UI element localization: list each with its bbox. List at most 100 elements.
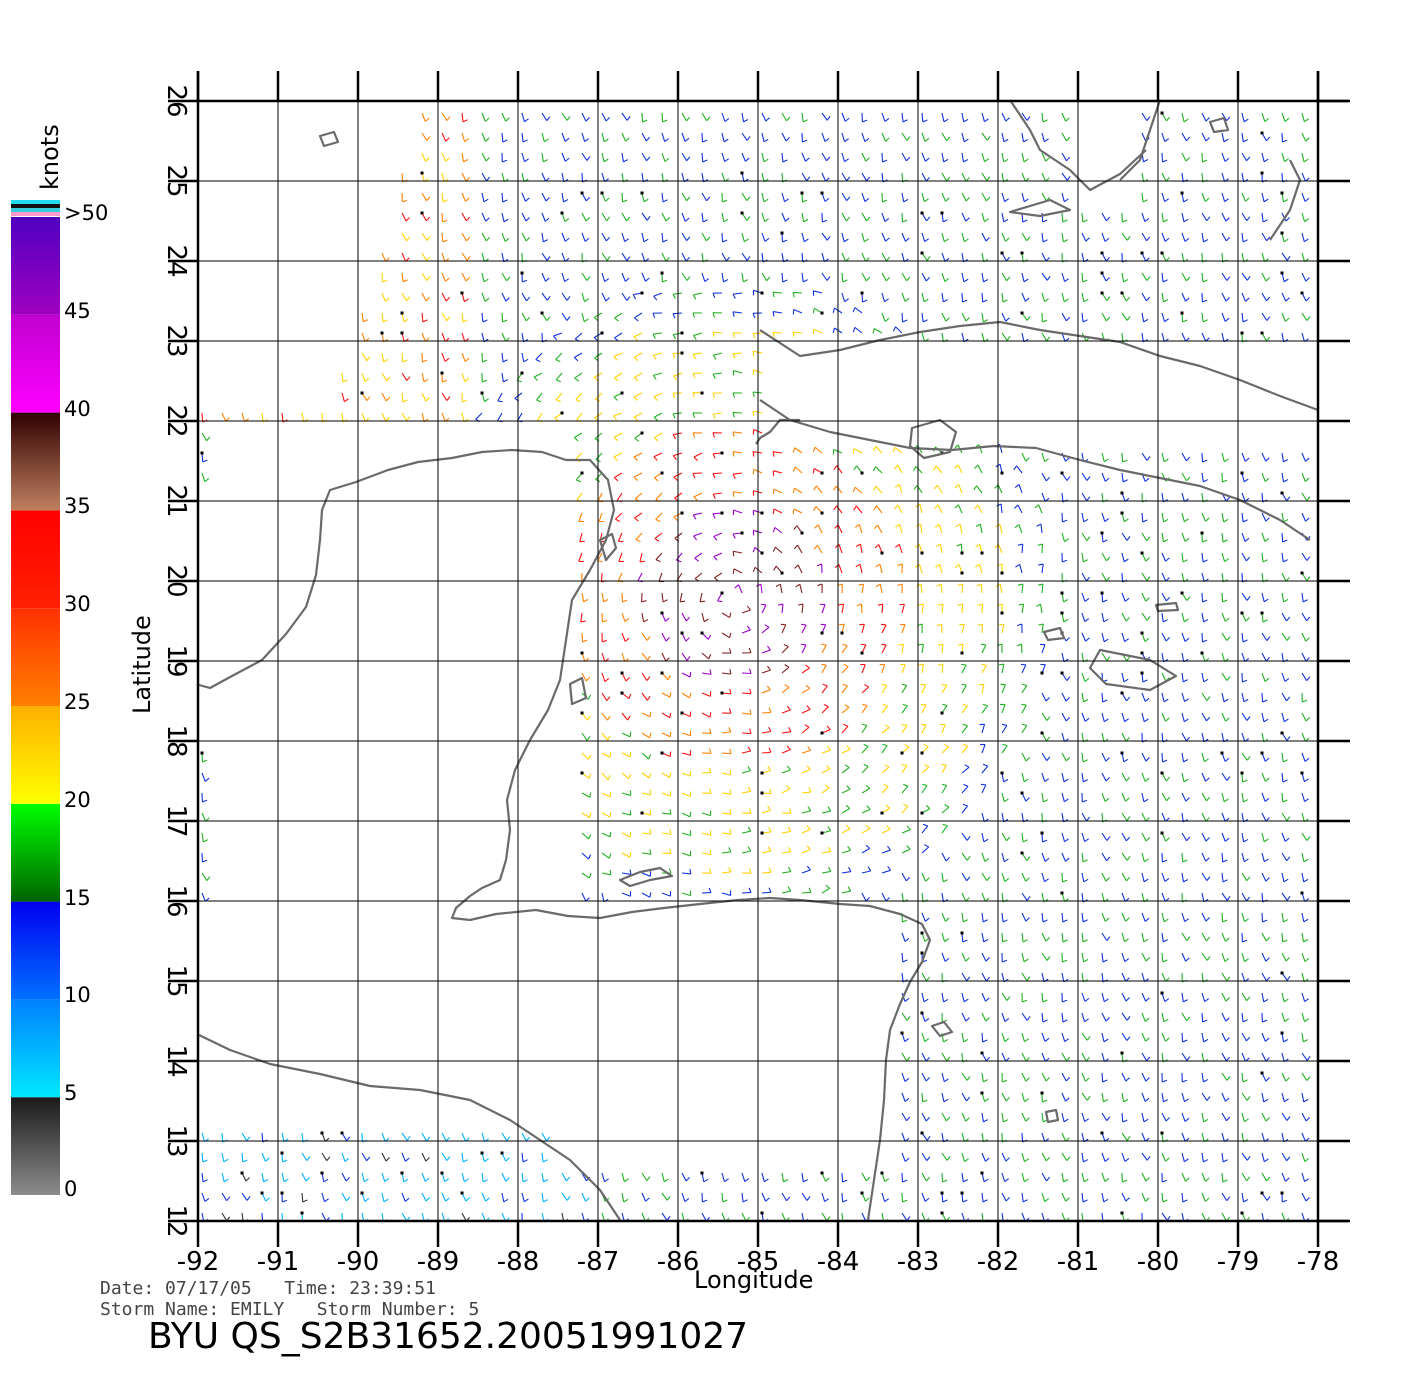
wind-barb: [801, 232, 809, 243]
wind-barb: [421, 312, 428, 323]
wind-barb: [820, 1171, 830, 1182]
wind-barb: [1201, 752, 1209, 763]
wind-barb: [761, 132, 769, 143]
wind-barb: [692, 372, 703, 379]
wind-barb: [621, 891, 632, 897]
wind-barb: [961, 1152, 969, 1163]
wind-barb: [981, 212, 989, 223]
wind-barb: [1241, 492, 1250, 502]
wind-barb: [1021, 1052, 1030, 1062]
lon-tick-label: -85: [737, 1247, 779, 1277]
wind-barb: [1061, 932, 1068, 943]
wind-barb: [1101, 1092, 1109, 1103]
wind-barb: [954, 504, 963, 514]
wind-barb: [961, 832, 971, 841]
wind-barb: [400, 331, 409, 343]
wind-barb: [721, 789, 732, 795]
rain-flag: [820, 831, 824, 835]
wind-barb: [361, 312, 368, 323]
wind-barb: [1100, 591, 1108, 603]
wind-barb: [861, 192, 870, 202]
wind-barb: [581, 632, 588, 643]
wind-barb: [481, 352, 488, 363]
wind-barb: [861, 172, 871, 182]
wind-barb: [901, 1072, 910, 1082]
wind-barb: [1161, 872, 1170, 882]
wind-barb: [580, 191, 591, 202]
wind-barb: [653, 292, 663, 301]
wind-barb: [1161, 232, 1170, 242]
wind-barb: [641, 252, 650, 262]
wind-barb: [901, 212, 908, 223]
wind-barb: [861, 743, 869, 754]
wind-barb: [1121, 792, 1130, 802]
wind-barb: [1181, 212, 1189, 223]
wind-barb: [1220, 751, 1230, 762]
wind-barb: [712, 392, 723, 398]
wind-barb: [801, 705, 811, 714]
wind-barb: [1240, 471, 1249, 483]
wind-barb: [1161, 932, 1168, 943]
wind-barb: [1061, 652, 1069, 663]
rain-flag: [1160, 991, 1164, 995]
coastline: [198, 1034, 621, 1221]
wind-barb: [801, 806, 812, 814]
rain-flag: [1120, 1211, 1124, 1215]
wind-barb: [1020, 311, 1031, 321]
rain-flag: [1120, 511, 1124, 515]
wind-barb: [761, 152, 769, 163]
wind-barb: [918, 603, 924, 614]
wind-barb: [1101, 552, 1111, 562]
wind-barb: [941, 1052, 951, 1062]
wind-barb: [732, 491, 743, 497]
wind-barb: [1141, 112, 1151, 121]
coastline: [1042, 626, 1066, 642]
wind-barb: [241, 1192, 251, 1201]
wind-barb: [961, 1112, 970, 1122]
wind-barb: [1081, 1072, 1090, 1082]
wind-barb: [901, 312, 908, 323]
coastline: [568, 676, 588, 706]
wind-barb: [1261, 592, 1269, 603]
wind-barb: [892, 447, 903, 454]
wind-barb: [581, 312, 589, 323]
wind-barb: [621, 632, 630, 642]
rain-flag: [820, 731, 824, 735]
wind-barb: [941, 132, 951, 142]
wind-barb: [801, 1172, 808, 1183]
wind-barb: [1061, 312, 1071, 322]
wind-barb: [201, 852, 208, 863]
wind-barb: [421, 192, 431, 202]
wind-barb: [961, 292, 968, 303]
wind-barb: [681, 272, 691, 281]
wind-barb: [1061, 132, 1071, 142]
wind-barb: [1001, 992, 1011, 1001]
wind-barb: [1281, 912, 1289, 923]
rain-flag: [520, 371, 524, 375]
wind-barb: [1261, 652, 1271, 662]
wind-barb: [555, 372, 563, 383]
wind-barb: [1061, 772, 1069, 783]
wind-barb: [1221, 712, 1230, 722]
wind-barb: [772, 291, 783, 298]
wind-barb: [621, 612, 630, 622]
wind-barb: [561, 312, 571, 321]
wind-barb: [401, 212, 410, 222]
wind-barb: [901, 292, 910, 302]
wind-barb: [812, 328, 823, 335]
wind-barb: [541, 1152, 548, 1163]
wind-barb: [921, 1112, 931, 1122]
wind-barb: [574, 372, 583, 382]
wind-barb: [961, 912, 968, 923]
wind-barb: [580, 711, 591, 721]
wind-barb: [740, 211, 751, 221]
wind-barb: [1017, 543, 1024, 554]
wind-barb: [712, 451, 724, 459]
rain-flag: [680, 331, 684, 335]
wind-barb: [640, 810, 652, 816]
wind-barb: [320, 1131, 330, 1142]
wind-barb: [1101, 892, 1109, 903]
wind-barb: [680, 711, 692, 718]
wind-barb: [661, 848, 672, 855]
